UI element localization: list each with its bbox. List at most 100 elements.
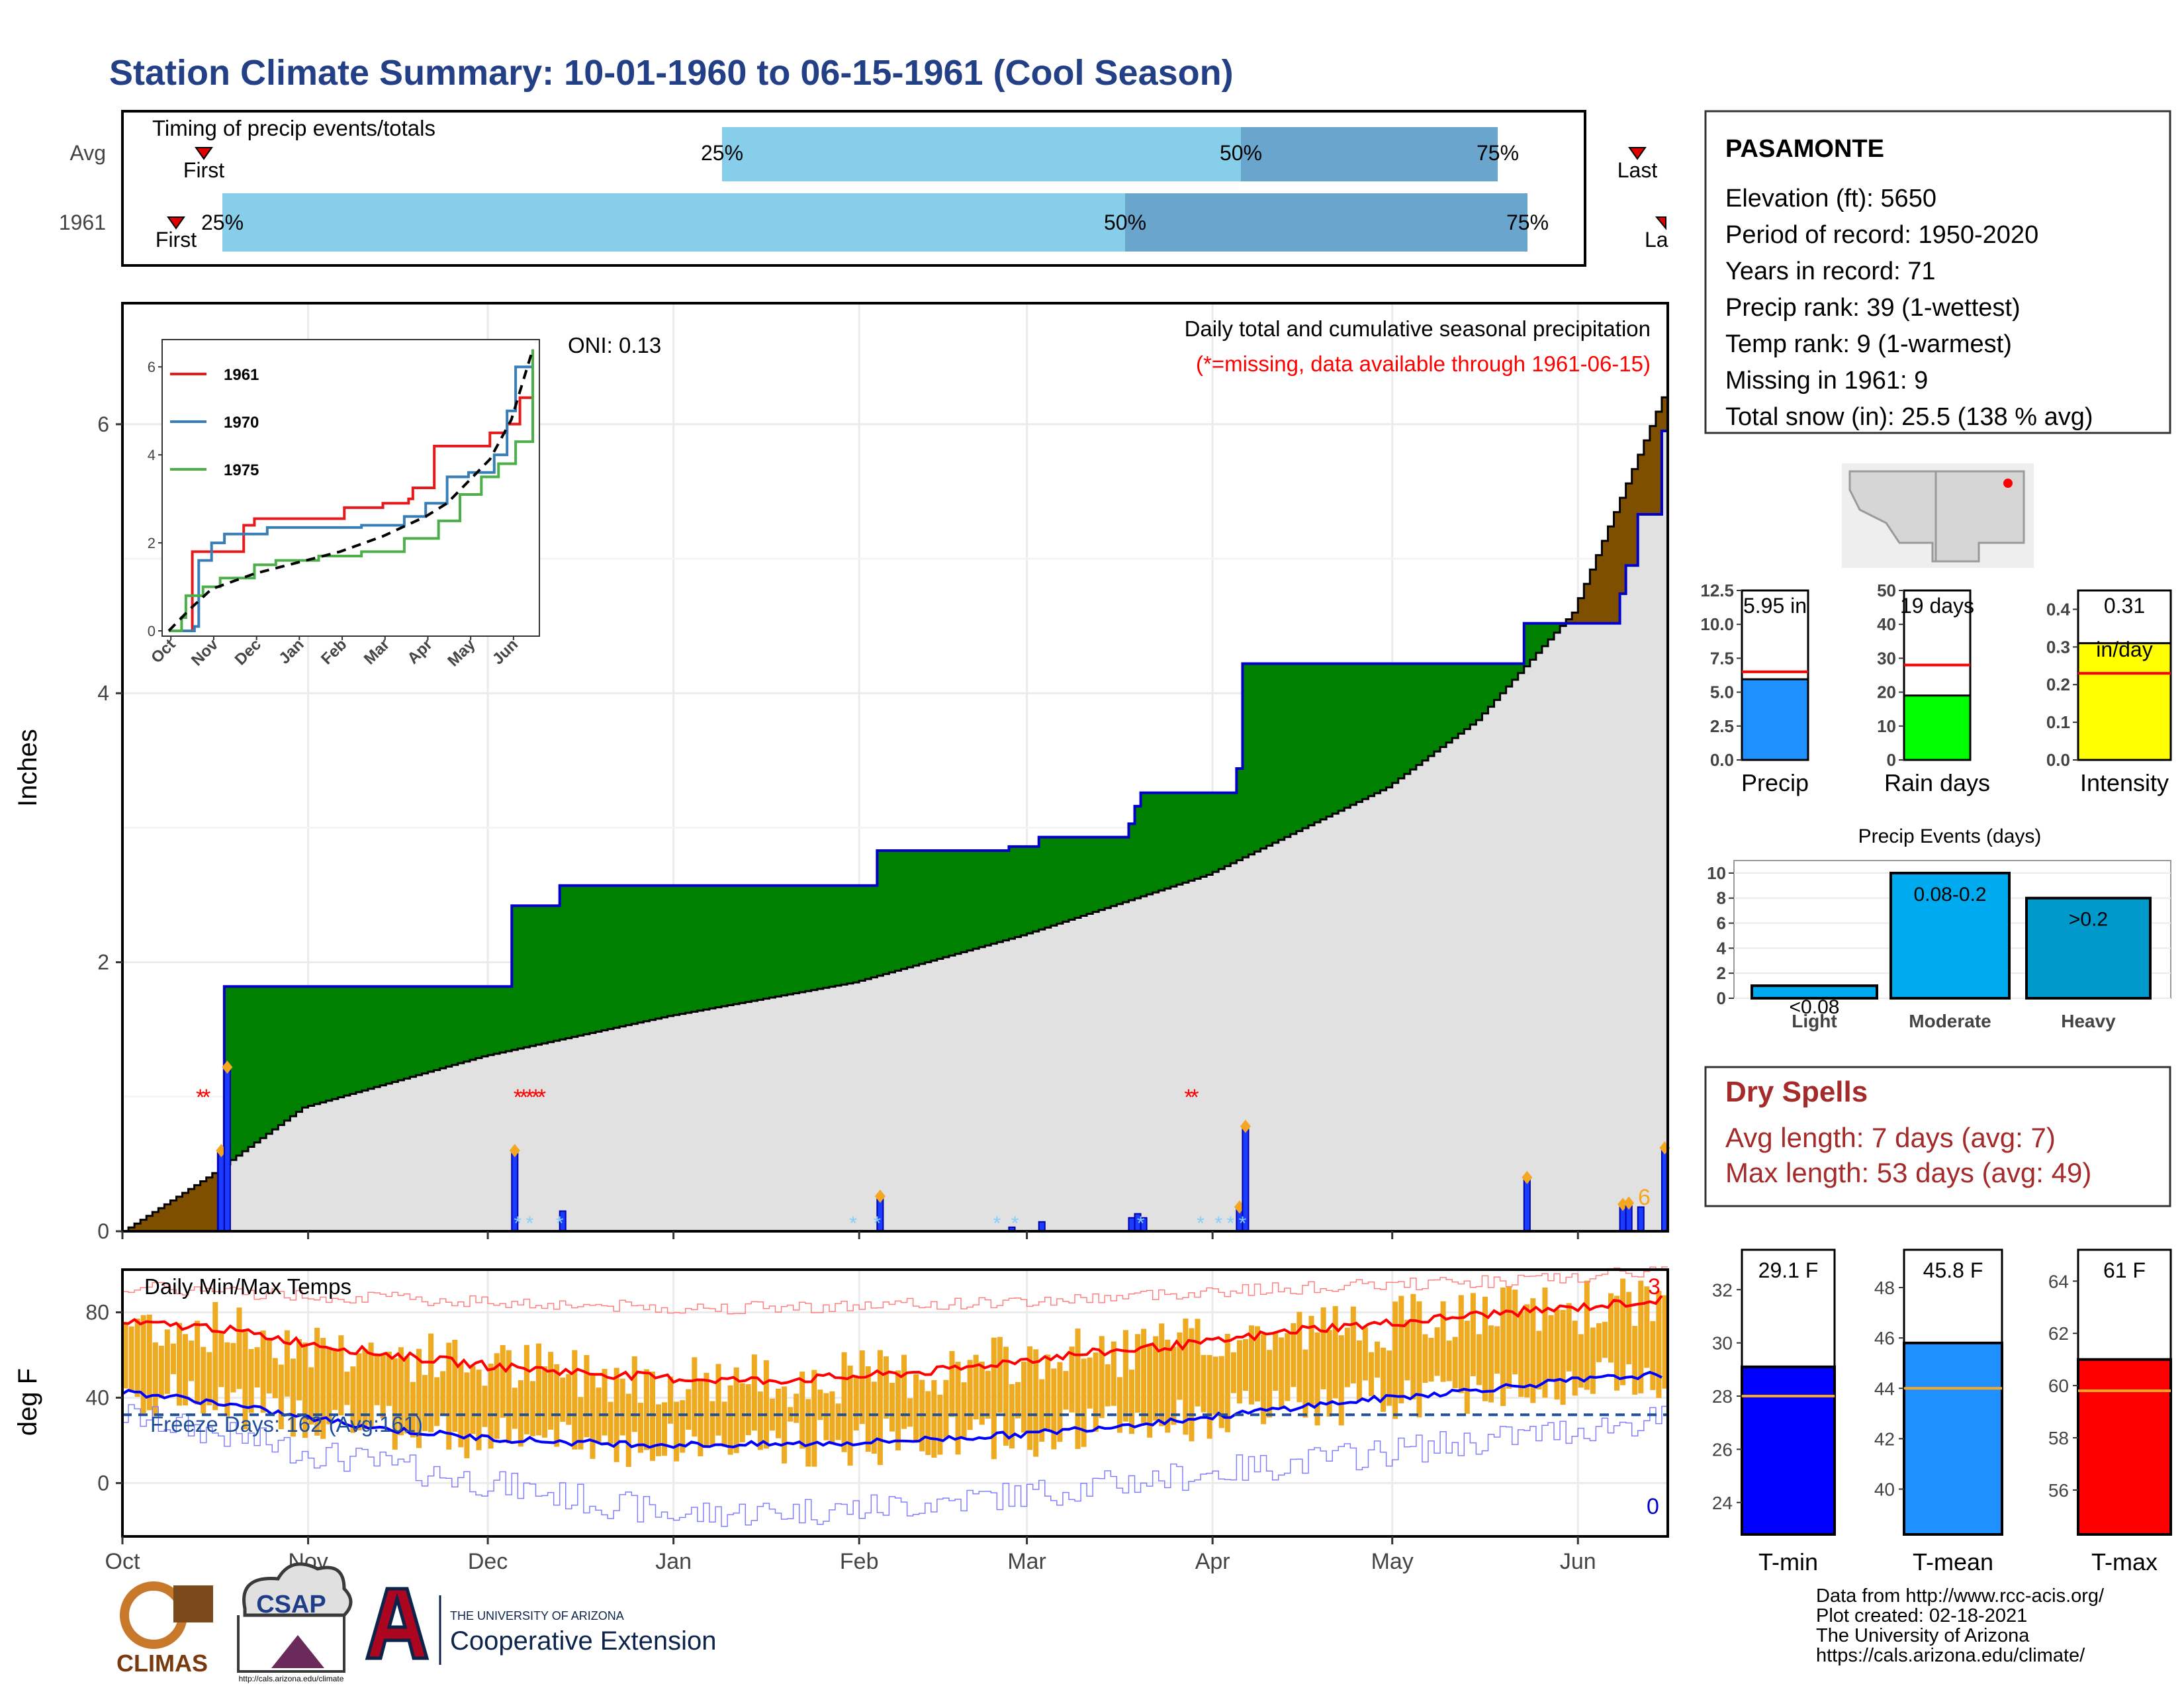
precip-ylabel: Inches — [13, 729, 42, 807]
surplus-segment — [368, 986, 375, 1089]
deficit-segment — [140, 1219, 147, 1231]
last-marker-avg — [1628, 147, 1647, 160]
snow-day-marker: * — [1226, 1213, 1234, 1235]
tmax-bar — [2077, 1358, 2172, 1536]
surplus-segment — [727, 885, 734, 1006]
surplus-segment — [1158, 792, 1165, 891]
surplus-segment — [1338, 663, 1345, 811]
daily-temp-bar — [1285, 1333, 1291, 1401]
daily-temp-bar — [721, 1401, 727, 1447]
daily-temp-bar — [1608, 1293, 1614, 1363]
daily-temp-bar — [1452, 1336, 1458, 1389]
daily-temp-bar — [590, 1375, 596, 1459]
daily-temp-bar — [1542, 1288, 1548, 1398]
surplus-segment — [1182, 792, 1189, 883]
snow-day-marker: * — [1137, 1213, 1145, 1235]
daily-temp-bar — [1560, 1309, 1566, 1405]
events-category-label: Heavy — [2061, 1011, 2116, 1031]
deficit-segment — [1649, 426, 1657, 515]
surplus-segment — [1242, 663, 1250, 858]
tmean-ytick-label: 48 — [1874, 1278, 1895, 1298]
daily-temp-bar — [817, 1389, 823, 1421]
daily-temp-bar — [332, 1349, 338, 1410]
daily-temp-bar — [476, 1370, 482, 1450]
surplus-segment — [296, 986, 303, 1112]
surplus-segment — [565, 885, 572, 1039]
surplus-segment — [1494, 663, 1501, 700]
surplus-segment — [362, 986, 369, 1091]
month-label: Apr — [1195, 1549, 1230, 1574]
surplus-segment — [895, 850, 902, 971]
deficit-segment — [176, 1196, 183, 1231]
daily-temp-bar — [512, 1387, 518, 1429]
surplus-segment — [1398, 663, 1405, 778]
tmin-label: T-min — [1758, 1548, 1818, 1575]
daily-temp-bar — [937, 1394, 943, 1455]
snow-total-marker — [1240, 1119, 1251, 1133]
avg-50pct-label: 50% — [1220, 141, 1262, 165]
surplus-segment — [942, 850, 950, 958]
surplus-segment — [404, 986, 411, 1079]
daily-precip-bar — [1128, 1217, 1136, 1232]
surplus-segment — [1140, 792, 1148, 896]
csap-wordmark: CSAP — [256, 1591, 326, 1618]
temps-background — [122, 1270, 1668, 1536]
surplus-segment — [948, 850, 956, 956]
surplus-segment — [1380, 663, 1387, 790]
inset-legend-label: 1970 — [224, 414, 259, 432]
daily-temp-bar — [1273, 1333, 1279, 1391]
surplus-segment — [673, 885, 680, 1015]
events-bar-label: 0.08-0.2 — [1913, 884, 1986, 906]
daily-temp-bar — [1566, 1303, 1572, 1372]
daily-temp-bar — [1620, 1278, 1626, 1385]
precip-value: 5.95 in — [1743, 594, 1807, 618]
surplus-segment — [1416, 663, 1423, 765]
inset-series-avg — [167, 349, 534, 632]
surplus-segment — [338, 986, 345, 1098]
inset-ytick-label: 4 — [148, 447, 156, 463]
daily-temp-bar — [500, 1344, 506, 1418]
daily-temp-bar — [883, 1356, 889, 1419]
1961-25pct-label: 25% — [201, 211, 244, 234]
inset-background — [162, 340, 539, 636]
surplus-segment — [326, 986, 333, 1101]
daily-temp-bar — [248, 1348, 254, 1413]
surplus-segment — [811, 885, 818, 990]
daily-temp-bar — [446, 1342, 452, 1450]
surplus-segment — [1212, 792, 1219, 872]
surplus-segment — [266, 986, 273, 1134]
temp-chart-tmax: 61 F T-max 56 58 60 62 64 — [2048, 1248, 2172, 1575]
surplus-segment — [781, 885, 788, 996]
surplus-segment — [931, 850, 938, 961]
surplus-segment — [416, 986, 423, 1076]
deficit-segment — [1619, 497, 1627, 594]
tmean-ytick-label: 46 — [1874, 1328, 1895, 1348]
surplus-segment — [1134, 806, 1142, 898]
avg-75pct-label: 75% — [1477, 141, 1519, 165]
snow-day-marker: * — [526, 1213, 534, 1235]
daily-temp-bar — [1320, 1307, 1326, 1389]
daily-temp-bar — [692, 1357, 698, 1437]
surplus-segment — [997, 850, 1004, 943]
surplus-segment — [1422, 663, 1429, 761]
surplus-segment — [320, 986, 327, 1103]
snow-day-marker: * — [514, 1213, 522, 1235]
daily-temp-bar — [1057, 1362, 1063, 1442]
daily-temp-bar — [763, 1360, 769, 1449]
surplus-segment — [1099, 837, 1105, 910]
daily-temp-bar — [1626, 1291, 1632, 1365]
daily-temp-bar — [170, 1343, 176, 1374]
surplus-segment — [433, 986, 441, 1070]
deficit-segment — [194, 1185, 201, 1231]
last-marker-1961 — [1655, 216, 1666, 230]
daily-temp-bar — [278, 1364, 284, 1429]
deficit-segment — [1566, 619, 1572, 624]
deficit-segment — [1655, 411, 1662, 515]
surplus-segment — [1476, 663, 1483, 720]
temp-ytick-label: 40 — [85, 1385, 109, 1409]
surplus-segment — [349, 986, 357, 1094]
precip-ytick-label: 0.0 — [1710, 750, 1734, 770]
surplus-segment — [1009, 846, 1016, 939]
surplus-segment — [230, 986, 237, 1160]
